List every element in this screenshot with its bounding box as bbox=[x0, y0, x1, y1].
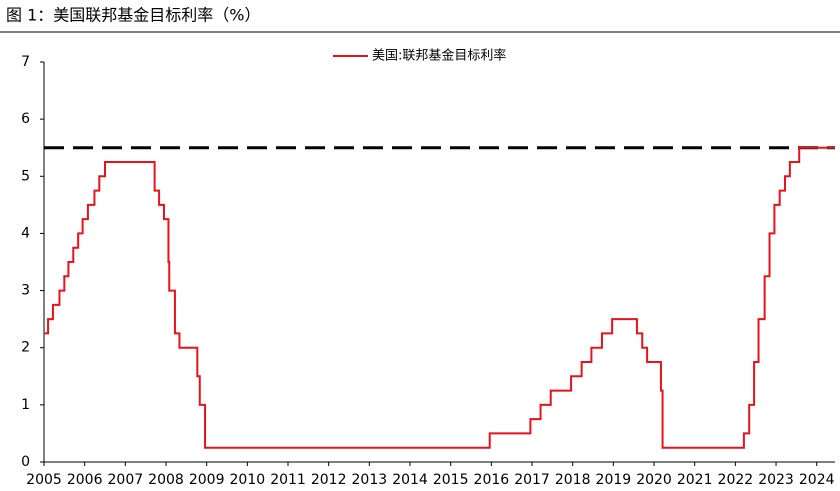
x-tick-label: 2020 bbox=[636, 472, 672, 488]
x-tick-label: 2018 bbox=[555, 472, 591, 488]
x-tick-label: 2016 bbox=[474, 472, 510, 488]
y-tick-label: 1 bbox=[21, 397, 30, 413]
x-tick-label: 2014 bbox=[392, 472, 428, 488]
y-tick-label: 5 bbox=[21, 168, 30, 184]
y-tick-label: 0 bbox=[21, 454, 30, 470]
series-line bbox=[44, 146, 835, 449]
x-tick-label: 2007 bbox=[108, 472, 144, 488]
x-tick-label: 2009 bbox=[189, 472, 225, 488]
x-tick-label: 2021 bbox=[677, 472, 713, 488]
y-tick-label: 7 bbox=[21, 54, 30, 70]
x-tick-label: 2013 bbox=[352, 472, 388, 488]
x-tick-label: 2011 bbox=[270, 472, 306, 488]
x-tick-label: 2015 bbox=[433, 472, 469, 488]
x-tick-label: 2019 bbox=[596, 472, 632, 488]
x-tick-label: 2017 bbox=[514, 472, 550, 488]
y-tick-label: 4 bbox=[21, 225, 30, 241]
y-tick-label: 3 bbox=[21, 283, 30, 299]
x-tick-label: 2006 bbox=[67, 472, 103, 488]
y-tick-label: 2 bbox=[21, 340, 30, 356]
x-tick-label: 2008 bbox=[148, 472, 184, 488]
x-tick-label: 2022 bbox=[718, 472, 754, 488]
x-tick-label: 2024 bbox=[799, 472, 835, 488]
x-tick-label: 2012 bbox=[311, 472, 347, 488]
chart-title: 图 1：美国联邦基金目标利率（%） bbox=[6, 6, 260, 25]
x-tick-label: 2010 bbox=[230, 472, 266, 488]
legend-label: 美国:联邦基金目标利率 bbox=[372, 48, 506, 64]
y-tick-label: 6 bbox=[21, 111, 30, 127]
x-tick-label: 2005 bbox=[26, 472, 62, 488]
x-tick-label: 2023 bbox=[758, 472, 794, 488]
